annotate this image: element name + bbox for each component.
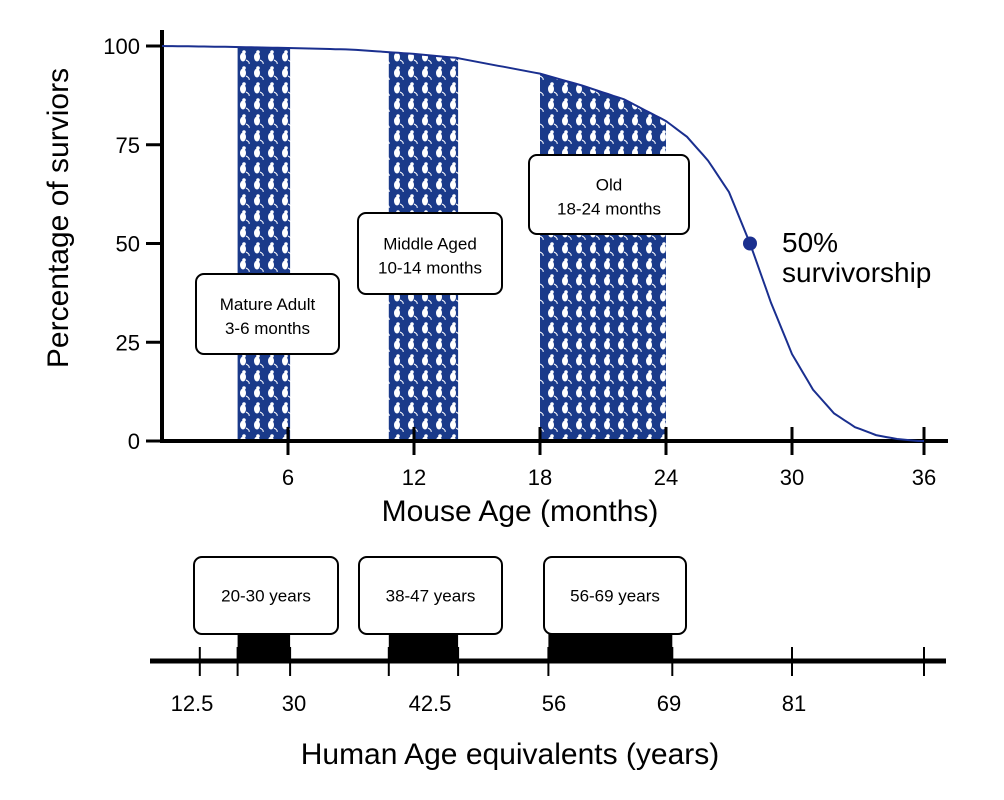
y-tick-label: 75: [116, 133, 140, 158]
y-tick-label: 100: [103, 34, 140, 59]
band-label-frame: [528, 154, 690, 235]
human-age-ranges: 20-30 years 38-47 years 56-69 years: [193, 556, 687, 661]
human-range-frame: [358, 556, 503, 635]
x-tick-label: 12: [402, 465, 426, 490]
y-axis-title: Percentage of surviors: [42, 68, 75, 368]
human-range-label: 56-69 years: [570, 587, 660, 606]
x-ticks: 6 12 18 24 30 36: [282, 427, 936, 490]
survival-curve: [161, 45, 924, 442]
x-tick-label: 30: [780, 465, 804, 490]
human-tick-label: 42.5: [409, 691, 452, 716]
human-range-label: 38-47 years: [386, 587, 476, 606]
band-label-boxes: Mature Adult 3-6 months Middle Aged 10-14 m…: [195, 154, 690, 355]
band-label-line2: 18-24 months: [557, 200, 661, 219]
band-label-box-1: Middle Aged 10-14 months: [357, 212, 503, 295]
band-label-box-0: Mature Adult 3-6 months: [195, 273, 340, 355]
human-range-bar-1: [388, 634, 459, 661]
human-tick-label: 69: [657, 691, 681, 716]
band-label-box-2: Old 18-24 months: [528, 154, 690, 235]
human-axis-title: Human Age equivalents (years): [301, 738, 720, 771]
x-axis-title: Mouse Age (months): [382, 495, 659, 528]
band-label-line1: Mature Adult: [220, 295, 316, 314]
human-range-bar-0: [237, 634, 291, 661]
y-tick-label: 50: [116, 232, 140, 257]
age-band-0: [237, 47, 291, 441]
band-label-line2: 10-14 months: [378, 259, 482, 278]
x-tick-label: 6: [282, 465, 294, 490]
y-ticks: 0 25 50 75 100: [103, 34, 162, 454]
human-tick-label: 30: [282, 691, 306, 716]
band-label-frame: [357, 212, 503, 295]
human-range-frame: [543, 556, 687, 635]
x-tick-label: 24: [654, 465, 678, 490]
band-label-line2: 3-6 months: [225, 319, 310, 338]
human-range-box-2: 56-69 years: [543, 556, 687, 635]
human-range-box-0: 20-30 years: [193, 556, 339, 635]
age-band-2: [540, 73, 666, 441]
annotation-line1: 50%: [782, 227, 838, 258]
human-range-bar-2: [548, 634, 673, 661]
fifty-percent-marker: [743, 236, 757, 251]
human-tick-label: 12.5: [171, 691, 214, 716]
human-tick-label: 56: [542, 691, 566, 716]
band-label-frame: [195, 273, 340, 355]
annotation-line2: survivorship: [782, 257, 931, 288]
human-age-ticks: 12.5 30 42.5 56 69 81: [171, 647, 925, 716]
human-range-label: 20-30 years: [221, 587, 311, 606]
human-range-frame: [193, 556, 339, 635]
y-tick-label: 0: [128, 429, 140, 454]
human-range-box-1: 38-47 years: [358, 556, 503, 635]
x-tick-label: 18: [528, 465, 552, 490]
band-label-line1: Middle Aged: [383, 235, 477, 254]
y-tick-label: 25: [116, 330, 140, 355]
x-tick-label: 36: [912, 465, 936, 490]
band-label-line1: Old: [596, 176, 622, 195]
human-tick-label: 81: [782, 691, 806, 716]
